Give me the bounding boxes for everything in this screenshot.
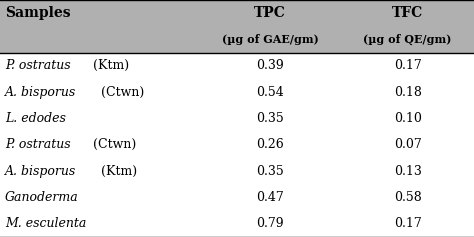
Text: 0.18: 0.18 <box>394 86 421 99</box>
Text: P. ostratus: P. ostratus <box>5 59 70 72</box>
Text: 0.35: 0.35 <box>256 165 284 178</box>
Text: (µg of GAE/gm): (µg of GAE/gm) <box>222 34 319 45</box>
Text: M. esculenta: M. esculenta <box>5 217 86 230</box>
Text: TFC: TFC <box>392 6 423 20</box>
Text: 0.26: 0.26 <box>256 138 284 151</box>
Text: 0.54: 0.54 <box>256 86 284 99</box>
Text: P. ostratus: P. ostratus <box>5 138 70 151</box>
Text: 0.79: 0.79 <box>256 217 284 230</box>
Text: (µg of QE/gm): (µg of QE/gm) <box>364 34 452 45</box>
Bar <box>0 26 474 53</box>
Text: (Ktm): (Ktm) <box>90 59 129 72</box>
Text: A. bisporus: A. bisporus <box>5 165 76 178</box>
Text: (Ctwn): (Ctwn) <box>90 138 137 151</box>
Text: 0.13: 0.13 <box>394 165 421 178</box>
Text: TPC: TPC <box>254 6 286 20</box>
Text: A. bisporus: A. bisporus <box>5 86 76 99</box>
Text: (Ctwn): (Ctwn) <box>97 86 144 99</box>
Text: 0.35: 0.35 <box>256 112 284 125</box>
Text: Ganoderma: Ganoderma <box>5 191 79 204</box>
Text: Samples: Samples <box>5 6 70 20</box>
Text: 0.07: 0.07 <box>394 138 421 151</box>
Text: 0.58: 0.58 <box>394 191 421 204</box>
Text: L. edodes: L. edodes <box>5 112 65 125</box>
Text: 0.17: 0.17 <box>394 217 421 230</box>
Bar <box>0 0 474 26</box>
Text: 0.39: 0.39 <box>256 59 284 72</box>
Text: (Ktm): (Ktm) <box>97 165 137 178</box>
Text: 0.10: 0.10 <box>394 112 421 125</box>
Text: 0.17: 0.17 <box>394 59 421 72</box>
Text: 0.47: 0.47 <box>256 191 284 204</box>
